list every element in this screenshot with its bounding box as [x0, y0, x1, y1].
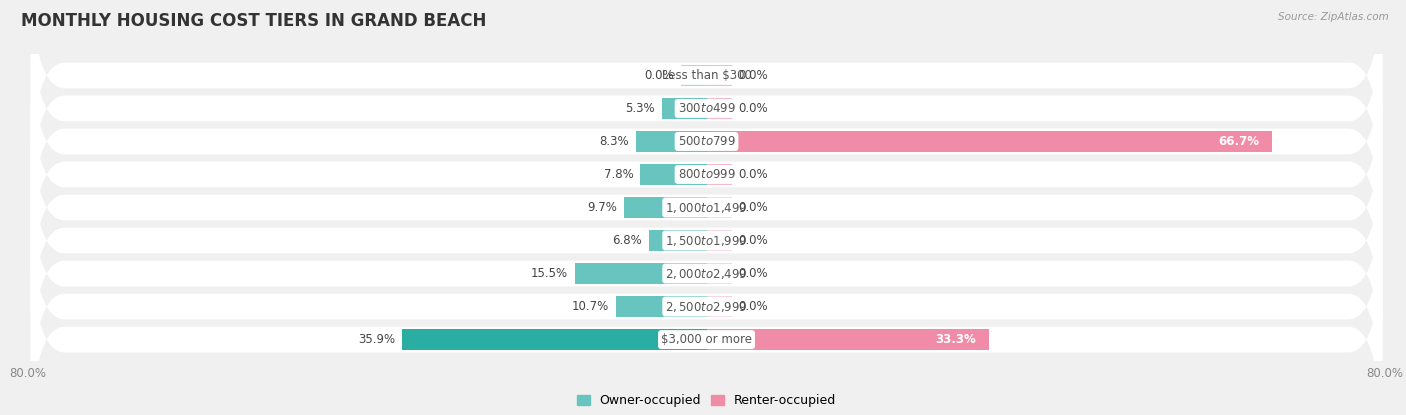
- Bar: [402, 330, 707, 350]
- Text: 0.0%: 0.0%: [738, 69, 768, 82]
- FancyBboxPatch shape: [31, 121, 1382, 360]
- Text: 33.3%: 33.3%: [935, 333, 976, 346]
- Bar: [707, 131, 1272, 152]
- Text: 35.9%: 35.9%: [359, 333, 395, 346]
- Bar: [624, 197, 707, 218]
- Text: $1,000 to $1,499: $1,000 to $1,499: [665, 200, 748, 215]
- Bar: [707, 164, 733, 185]
- Bar: [681, 65, 707, 85]
- Text: Source: ZipAtlas.com: Source: ZipAtlas.com: [1278, 12, 1389, 22]
- Text: 0.0%: 0.0%: [738, 201, 768, 214]
- Text: $300 to $499: $300 to $499: [678, 102, 735, 115]
- Bar: [707, 197, 733, 218]
- Text: 66.7%: 66.7%: [1219, 135, 1260, 148]
- FancyBboxPatch shape: [31, 22, 1382, 261]
- Bar: [616, 296, 707, 317]
- Bar: [662, 98, 707, 119]
- Text: 6.8%: 6.8%: [613, 234, 643, 247]
- FancyBboxPatch shape: [31, 154, 1382, 393]
- FancyBboxPatch shape: [31, 220, 1382, 415]
- Bar: [707, 98, 733, 119]
- FancyBboxPatch shape: [31, 0, 1382, 195]
- Text: 5.3%: 5.3%: [626, 102, 655, 115]
- Text: 0.0%: 0.0%: [645, 69, 675, 82]
- Bar: [707, 330, 988, 350]
- Text: $3,000 or more: $3,000 or more: [661, 333, 752, 346]
- Text: 0.0%: 0.0%: [738, 168, 768, 181]
- Text: 0.0%: 0.0%: [738, 300, 768, 313]
- Text: $2,500 to $2,999: $2,500 to $2,999: [665, 300, 748, 314]
- Bar: [707, 65, 733, 85]
- Text: MONTHLY HOUSING COST TIERS IN GRAND BEACH: MONTHLY HOUSING COST TIERS IN GRAND BEAC…: [21, 12, 486, 30]
- Bar: [707, 296, 733, 317]
- Bar: [648, 230, 707, 251]
- FancyBboxPatch shape: [31, 88, 1382, 327]
- Text: 8.3%: 8.3%: [600, 135, 630, 148]
- Text: Less than $300: Less than $300: [662, 69, 751, 82]
- Bar: [707, 230, 733, 251]
- Text: 10.7%: 10.7%: [572, 300, 609, 313]
- Text: 7.8%: 7.8%: [603, 168, 634, 181]
- FancyBboxPatch shape: [31, 0, 1382, 228]
- FancyBboxPatch shape: [31, 187, 1382, 415]
- Text: $500 to $799: $500 to $799: [678, 135, 735, 148]
- Bar: [640, 164, 707, 185]
- Text: $2,000 to $2,499: $2,000 to $2,499: [665, 266, 748, 281]
- Text: 9.7%: 9.7%: [588, 201, 617, 214]
- Text: 0.0%: 0.0%: [738, 102, 768, 115]
- Text: 0.0%: 0.0%: [738, 267, 768, 280]
- Text: 0.0%: 0.0%: [738, 234, 768, 247]
- Bar: [575, 263, 707, 284]
- Text: $800 to $999: $800 to $999: [678, 168, 735, 181]
- Text: $1,500 to $1,999: $1,500 to $1,999: [665, 234, 748, 247]
- Bar: [707, 263, 733, 284]
- Text: 15.5%: 15.5%: [531, 267, 568, 280]
- FancyBboxPatch shape: [31, 55, 1382, 294]
- Legend: Owner-occupied, Renter-occupied: Owner-occupied, Renter-occupied: [576, 394, 837, 407]
- Bar: [636, 131, 707, 152]
